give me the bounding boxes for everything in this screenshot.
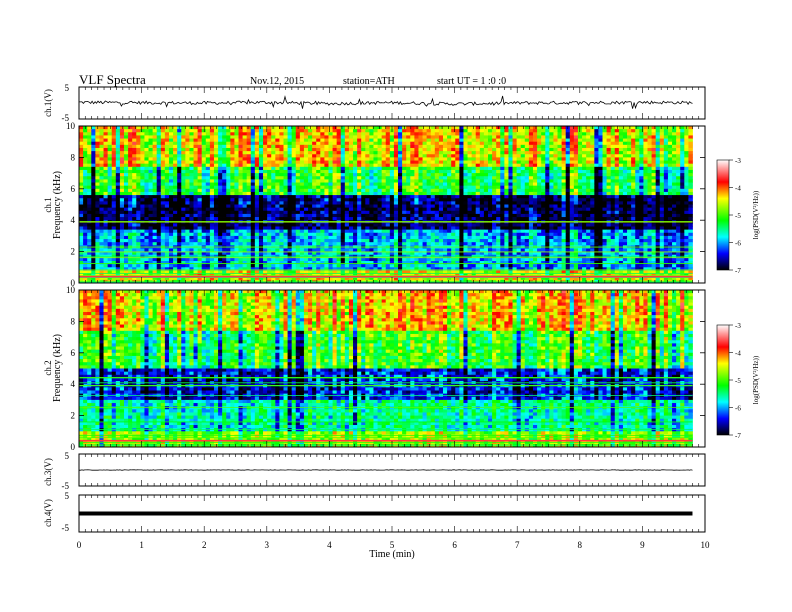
spec1-ytick-label: 0	[71, 278, 76, 288]
ch3-ytick-bottom: -5	[62, 481, 70, 491]
spec1-ytick-label: 8	[71, 152, 76, 162]
colorbar-1: -3 -4 -5 -6 -7 log(PSD(V²/Hz))	[716, 157, 760, 275]
ch4-ylabel: ch.4(V)	[43, 499, 53, 527]
spec2-ytick-label: 10	[66, 285, 76, 295]
x-tick-label: 10	[701, 540, 711, 550]
colorbar-tick-label: -6	[735, 240, 741, 248]
x-tick-label: 3	[265, 540, 270, 550]
ch2-spectrogram-ylabel-channel: ch.2	[43, 360, 53, 375]
x-tick-label: 1	[139, 540, 144, 550]
ch4-ytick-bottom: -5	[62, 523, 70, 533]
x-tick-label: 9	[640, 540, 645, 550]
ch1-spectrogram-ylabel-channel: ch.1	[43, 197, 53, 212]
colorbar-tick-label: -6	[735, 405, 741, 413]
colorbar-tick-label: -3	[735, 157, 741, 165]
x-axis-label: Time (min)	[369, 549, 414, 560]
ch1-spectrogram-ylabel-frequency: Frequency (kHz)	[52, 171, 63, 239]
colorbar-1-ticks: -3 -4 -5 -6 -7	[729, 157, 741, 275]
ch3-ytick-top: 5	[65, 451, 70, 461]
spec1-ytick-label: 6	[71, 184, 76, 194]
ch4-ytick-top: 5	[65, 491, 70, 501]
x-tick-label: 5	[390, 540, 395, 550]
colorbar-tick-label: -4	[735, 185, 741, 193]
colorbar-1-gradient	[716, 159, 730, 271]
colorbar-tick-label: -3	[735, 322, 741, 330]
x-tick-label: 4	[327, 540, 332, 550]
spec2-ytick-label: 2	[71, 411, 76, 421]
ch1-spectrogram-yticks: 0 2 4 6 8 10	[66, 121, 705, 288]
ch3-ylabel: ch.3(V)	[43, 458, 53, 486]
spec1-ytick-label: 4	[71, 215, 76, 225]
colorbar-2-ticks: -3 -4 -5 -6 -7	[729, 322, 741, 440]
colorbar-1-label: log(PSD(V²/Hz))	[752, 190, 760, 239]
ch1-ytick-bottom: -5	[62, 113, 70, 123]
ch2-spectrogram-yticks: 0 2 4 6 8 10	[66, 285, 705, 452]
colorbar-tick-label: -5	[735, 212, 741, 220]
spec2-ytick-label: 6	[71, 348, 76, 358]
x-tick-label: 2	[202, 540, 207, 550]
station-label: station=ATH	[343, 76, 395, 87]
colorbar-2: -3 -4 -5 -6 -7 log(PSD(V²/Hz))	[716, 322, 760, 440]
x-tick-label: 0	[77, 540, 82, 550]
ch2-spectrogram-image	[79, 290, 693, 447]
spec2-ytick-label: 4	[71, 379, 76, 389]
colorbar-tick-label: -7	[735, 432, 741, 440]
colorbar-tick-label: -5	[735, 377, 741, 385]
spec2-ytick-label: 0	[71, 442, 76, 452]
x-axis-tick-labels: 0 1 2 3 4 5 6 7 8 9 10	[77, 540, 710, 550]
x-tick-label: 7	[515, 540, 520, 550]
ch1-panel: 5 -5 ch.1(V)	[43, 83, 706, 123]
figure-title: VLF Spectra	[79, 72, 146, 87]
ch3-panel: 5 -5 ch.3(V)	[43, 451, 706, 491]
date-label: Nov.12, 2015	[250, 76, 304, 87]
spec1-ytick-label: 10	[66, 121, 76, 131]
colorbar-tick-label: -7	[735, 267, 741, 275]
colorbar-2-label: log(PSD(V²/Hz))	[752, 355, 760, 404]
start-ut-label: start UT = 1 :0 :0	[437, 76, 506, 87]
x-axis-ticks	[78, 87, 706, 532]
ch2-spectrogram-ylabel-frequency: Frequency (kHz)	[52, 334, 63, 402]
ch1-ytick-top: 5	[65, 83, 70, 93]
colorbar-tick-label: -4	[735, 350, 741, 358]
ch1-ylabel: ch.1(V)	[43, 89, 53, 117]
ch1-waveform	[79, 95, 693, 110]
ch4-panel: 5 -5 ch.4(V)	[43, 491, 706, 533]
spec1-ytick-label: 2	[71, 247, 76, 257]
ch2-spectrogram-panel: 0 2 4 6 8 10 ch.2 Frequency (kHz)	[43, 285, 706, 452]
colorbar-2-gradient	[716, 324, 730, 436]
x-tick-label: 8	[578, 540, 583, 550]
x-tick-label: 6	[452, 540, 457, 550]
ch1-spectrogram-panel: 0 2 4 6 8 10 ch.1 Frequency (kHz)	[43, 121, 706, 288]
ch1-spectrogram-image	[79, 126, 693, 283]
spec2-ytick-label: 8	[71, 316, 76, 326]
